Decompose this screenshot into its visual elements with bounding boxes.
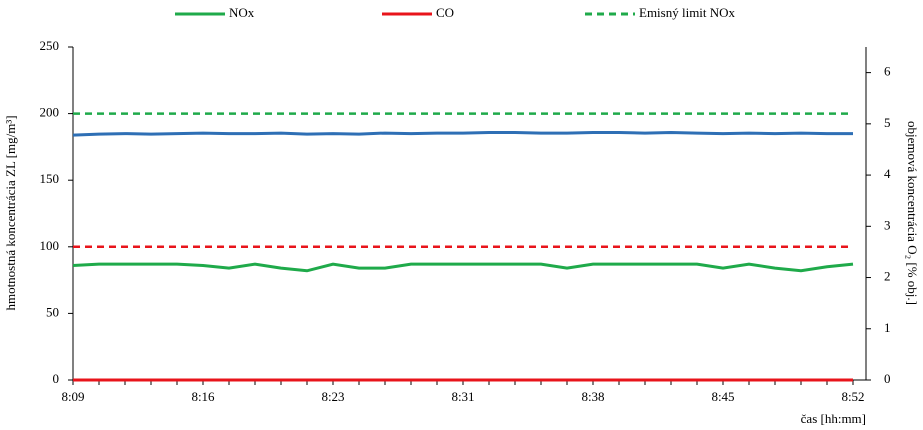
y-tick-label: 200 (40, 105, 60, 120)
x-tick-label: 8:38 (581, 389, 604, 404)
legend-label: Emisný limit NOx (639, 5, 736, 20)
y-tick-label: 150 (40, 171, 60, 186)
y-tick-label: 50 (46, 304, 59, 319)
y2-axis-title: objemová koncentrácia O₂ [% obj.] (905, 121, 920, 305)
y2-tick-label: 4 (884, 166, 891, 181)
y2-tick-label: 5 (884, 115, 891, 130)
y2-tick-label: 0 (884, 371, 891, 386)
x-axis-title: čas [hh:mm] (801, 411, 866, 426)
series-line (72, 131, 853, 137)
legend-label: NOx (229, 5, 255, 20)
legend-label: CO (436, 5, 454, 20)
y-tick-label: 250 (40, 38, 60, 53)
x-tick-label: 8:52 (841, 389, 864, 404)
y2-tick-label: 1 (884, 320, 891, 335)
x-tick-label: 8:16 (191, 389, 215, 404)
y-tick-label: 100 (40, 238, 60, 253)
y2-tick-label: 2 (884, 269, 891, 284)
x-tick-label: 8:09 (61, 389, 84, 404)
y-axis-title: hmotnostná koncentrácia ZL [mg/m³] (3, 115, 18, 310)
y-tick-label: 0 (53, 371, 60, 386)
y2-tick-label: 6 (884, 64, 891, 79)
x-tick-label: 8:45 (711, 389, 734, 404)
x-tick-label: 8:23 (321, 389, 344, 404)
series-line (72, 262, 854, 273)
x-tick-label: 8:31 (451, 389, 474, 404)
y2-tick-label: 3 (884, 217, 891, 232)
